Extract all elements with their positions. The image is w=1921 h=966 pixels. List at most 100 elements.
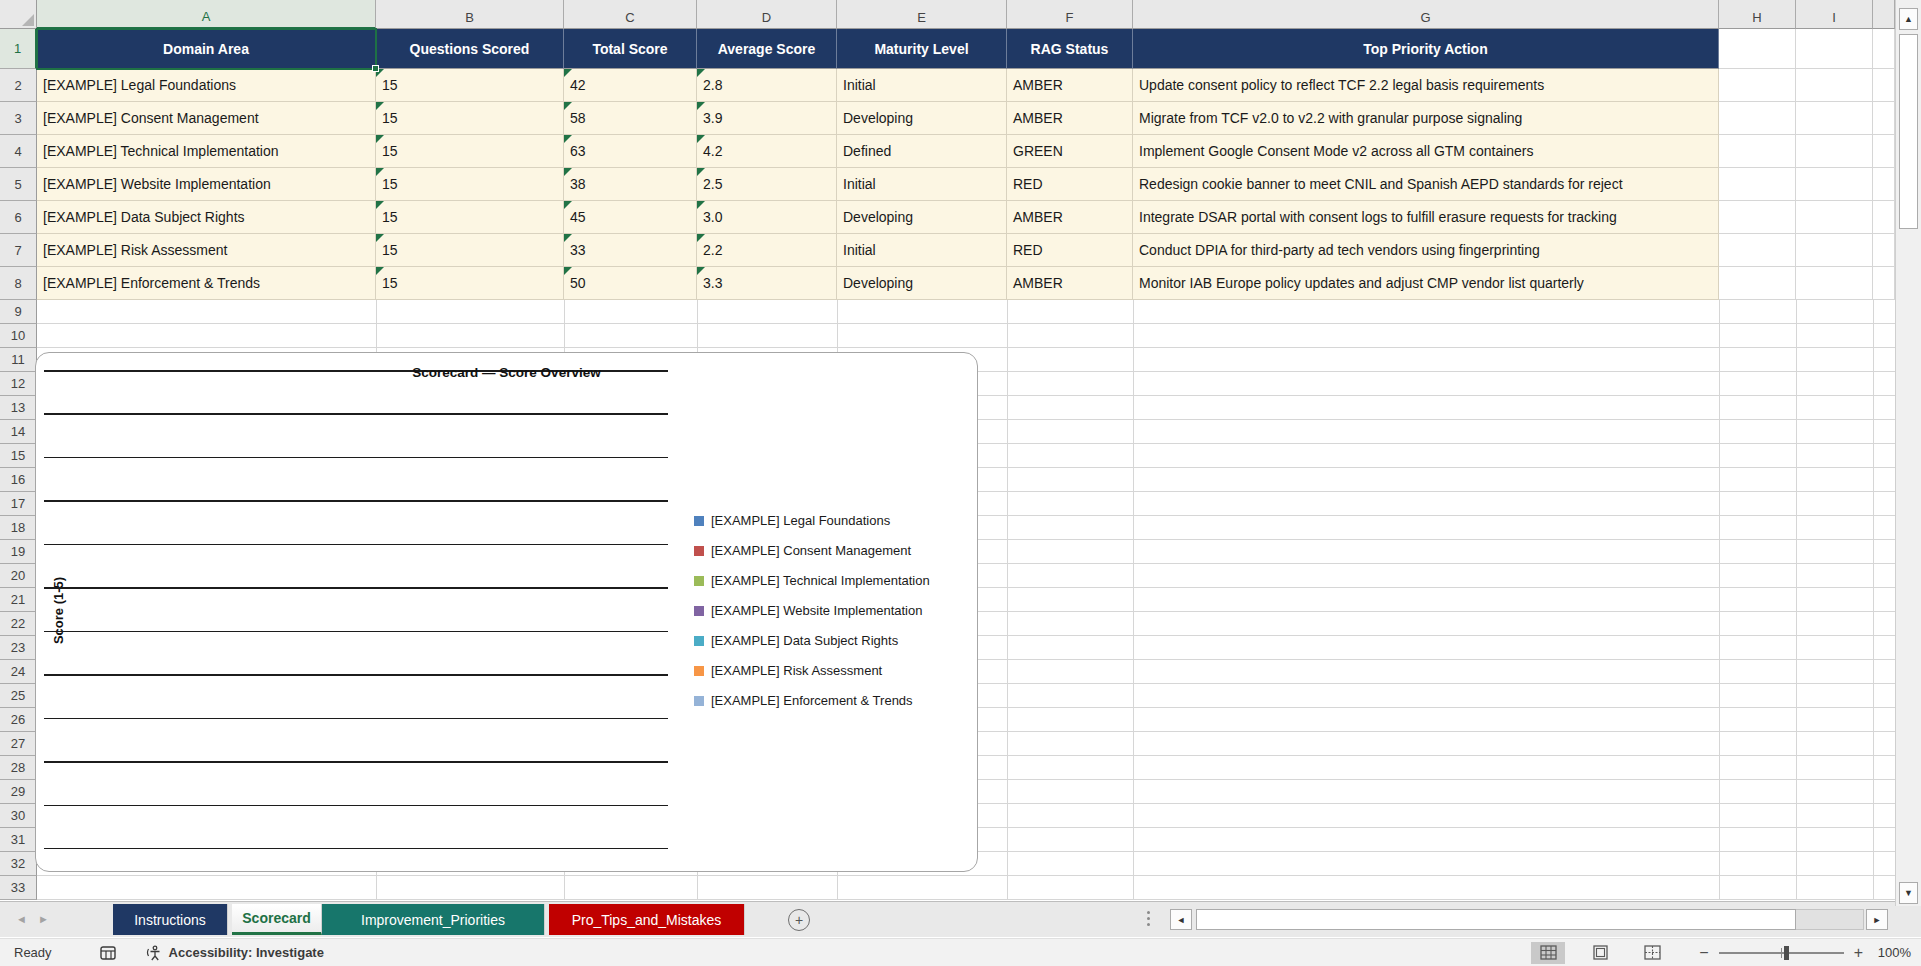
table-cell-D3[interactable]: 3.9 (697, 102, 837, 135)
table-cell-A2[interactable]: [EXAMPLE] Legal Foundations (37, 69, 376, 102)
sheet-tab-improvement_priorities[interactable]: Improvement_Priorities (322, 904, 545, 935)
row-header-33[interactable]: 33 (0, 876, 37, 900)
table-cell-A8[interactable]: [EXAMPLE] Enforcement & Trends (37, 267, 376, 300)
empty-cell[interactable] (1796, 168, 1873, 201)
table-cell-C3[interactable]: 58 (564, 102, 697, 135)
legend-item[interactable]: [EXAMPLE] Risk Assessment (694, 663, 882, 678)
row-header-15[interactable]: 15 (0, 444, 37, 468)
legend-item[interactable]: [EXAMPLE] Enforcement & Trends (694, 693, 913, 708)
select-all-corner[interactable] (0, 0, 37, 29)
row-header-31[interactable]: 31 (0, 828, 37, 852)
table-cell-A6[interactable]: [EXAMPLE] Data Subject Rights (37, 201, 376, 234)
row-header-12[interactable]: 12 (0, 372, 37, 396)
empty-cell[interactable] (1719, 135, 1796, 168)
empty-cell[interactable] (1719, 201, 1796, 234)
table-cell-G6[interactable]: Integrate DSAR portal with consent logs … (1133, 201, 1719, 234)
column-header-B[interactable]: B (376, 0, 564, 29)
table-cell-B6[interactable]: 15 (376, 201, 564, 234)
table-cell-F2[interactable]: AMBER (1007, 69, 1133, 102)
row-header-27[interactable]: 27 (0, 732, 37, 756)
table-cell-G4[interactable]: Implement Google Consent Mode v2 across … (1133, 135, 1719, 168)
empty-cell[interactable] (1796, 102, 1873, 135)
empty-cell[interactable] (1796, 69, 1873, 102)
row-header-19[interactable]: 19 (0, 540, 37, 564)
table-cell-C8[interactable]: 50 (564, 267, 697, 300)
table-cell-G3[interactable]: Migrate from TCF v2.0 to v2.2 with granu… (1133, 102, 1719, 135)
empty-cell[interactable] (1873, 69, 1895, 102)
table-cell-F5[interactable]: RED (1007, 168, 1133, 201)
row-header-10[interactable]: 10 (0, 324, 37, 348)
zoom-out-button[interactable]: − (1699, 944, 1708, 962)
empty-cell[interactable] (1719, 168, 1796, 201)
table-cell-D4[interactable]: 4.2 (697, 135, 837, 168)
table-cell-G5[interactable]: Redesign cookie banner to meet CNIL and … (1133, 168, 1719, 201)
empty-cell[interactable] (1719, 234, 1796, 267)
header-cell-F1[interactable]: RAG Status (1007, 29, 1133, 69)
column-header-E[interactable]: E (837, 0, 1007, 29)
table-cell-F7[interactable]: RED (1007, 234, 1133, 267)
zoom-in-button[interactable]: + (1854, 944, 1863, 962)
table-cell-G7[interactable]: Conduct DPIA for third-party ad tech ven… (1133, 234, 1719, 267)
table-cell-D7[interactable]: 2.2 (697, 234, 837, 267)
normal-view-button[interactable] (1531, 942, 1565, 964)
row-header-5[interactable]: 5 (0, 168, 37, 201)
row-header-1[interactable]: 1 (0, 29, 37, 69)
header-cell-A1[interactable]: Domain Area (37, 29, 376, 69)
table-cell-E6[interactable]: Developing (837, 201, 1007, 234)
table-cell-D6[interactable]: 3.0 (697, 201, 837, 234)
empty-cell[interactable] (1873, 102, 1895, 135)
empty-cell[interactable] (1719, 69, 1796, 102)
row-header-7[interactable]: 7 (0, 234, 37, 267)
vertical-scroll-thumb[interactable] (1899, 34, 1918, 229)
table-cell-B8[interactable]: 15 (376, 267, 564, 300)
empty-cell[interactable] (1796, 234, 1873, 267)
empty-cell[interactable] (1796, 29, 1873, 69)
column-header-G[interactable]: G (1133, 0, 1719, 29)
table-cell-C2[interactable]: 42 (564, 69, 697, 102)
table-cell-E4[interactable]: Defined (837, 135, 1007, 168)
row-header-20[interactable]: 20 (0, 564, 37, 588)
empty-cell[interactable] (1873, 168, 1895, 201)
sheet-tab-pro_tips_and_mistakes[interactable]: Pro_Tips_and_Mistakes (549, 904, 745, 935)
row-header-6[interactable]: 6 (0, 201, 37, 234)
empty-cell[interactable] (1873, 135, 1895, 168)
row-header-16[interactable]: 16 (0, 468, 37, 492)
table-cell-C5[interactable]: 38 (564, 168, 697, 201)
table-cell-F6[interactable]: AMBER (1007, 201, 1133, 234)
legend-item[interactable]: [EXAMPLE] Consent Management (694, 543, 911, 558)
row-header-32[interactable]: 32 (0, 852, 37, 876)
legend-item[interactable]: [EXAMPLE] Technical Implementation (694, 573, 930, 588)
table-cell-B5[interactable]: 15 (376, 168, 564, 201)
header-cell-B1[interactable]: Questions Scored (376, 29, 564, 69)
table-cell-C6[interactable]: 45 (564, 201, 697, 234)
page-break-preview-button[interactable] (1635, 942, 1669, 964)
row-header-21[interactable]: 21 (0, 588, 37, 612)
row-header-9[interactable]: 9 (0, 300, 37, 324)
horizontal-scroll-thumb[interactable] (1196, 909, 1796, 930)
column-header-H[interactable]: H (1719, 0, 1796, 29)
table-cell-B3[interactable]: 15 (376, 102, 564, 135)
row-header-17[interactable]: 17 (0, 492, 37, 516)
scroll-down-button[interactable]: ▼ (1899, 882, 1918, 904)
empty-cell[interactable] (1873, 29, 1895, 69)
row-header-26[interactable]: 26 (0, 708, 37, 732)
table-cell-D2[interactable]: 2.8 (697, 69, 837, 102)
table-cell-A3[interactable]: [EXAMPLE] Consent Management (37, 102, 376, 135)
row-header-4[interactable]: 4 (0, 135, 37, 168)
hscroll-left-button[interactable]: ◄ (1170, 909, 1192, 930)
table-cell-F4[interactable]: GREEN (1007, 135, 1133, 168)
table-cell-G2[interactable]: Update consent policy to reflect TCF 2.2… (1133, 69, 1719, 102)
table-cell-E2[interactable]: Initial (837, 69, 1007, 102)
empty-cell[interactable] (1719, 29, 1796, 69)
header-cell-C1[interactable]: Total Score (564, 29, 697, 69)
row-header-11[interactable]: 11 (0, 348, 37, 372)
table-cell-E3[interactable]: Developing (837, 102, 1007, 135)
hscroll-right-button[interactable]: ► (1866, 909, 1888, 930)
tab-nav-left-icon[interactable]: ◄ (16, 913, 27, 925)
macro-record-icon[interactable] (100, 946, 116, 960)
scroll-up-button[interactable]: ▲ (1899, 8, 1918, 30)
header-cell-D1[interactable]: Average Score (697, 29, 837, 69)
row-header-23[interactable]: 23 (0, 636, 37, 660)
empty-cell[interactable] (1873, 267, 1895, 300)
row-header-2[interactable]: 2 (0, 69, 37, 102)
